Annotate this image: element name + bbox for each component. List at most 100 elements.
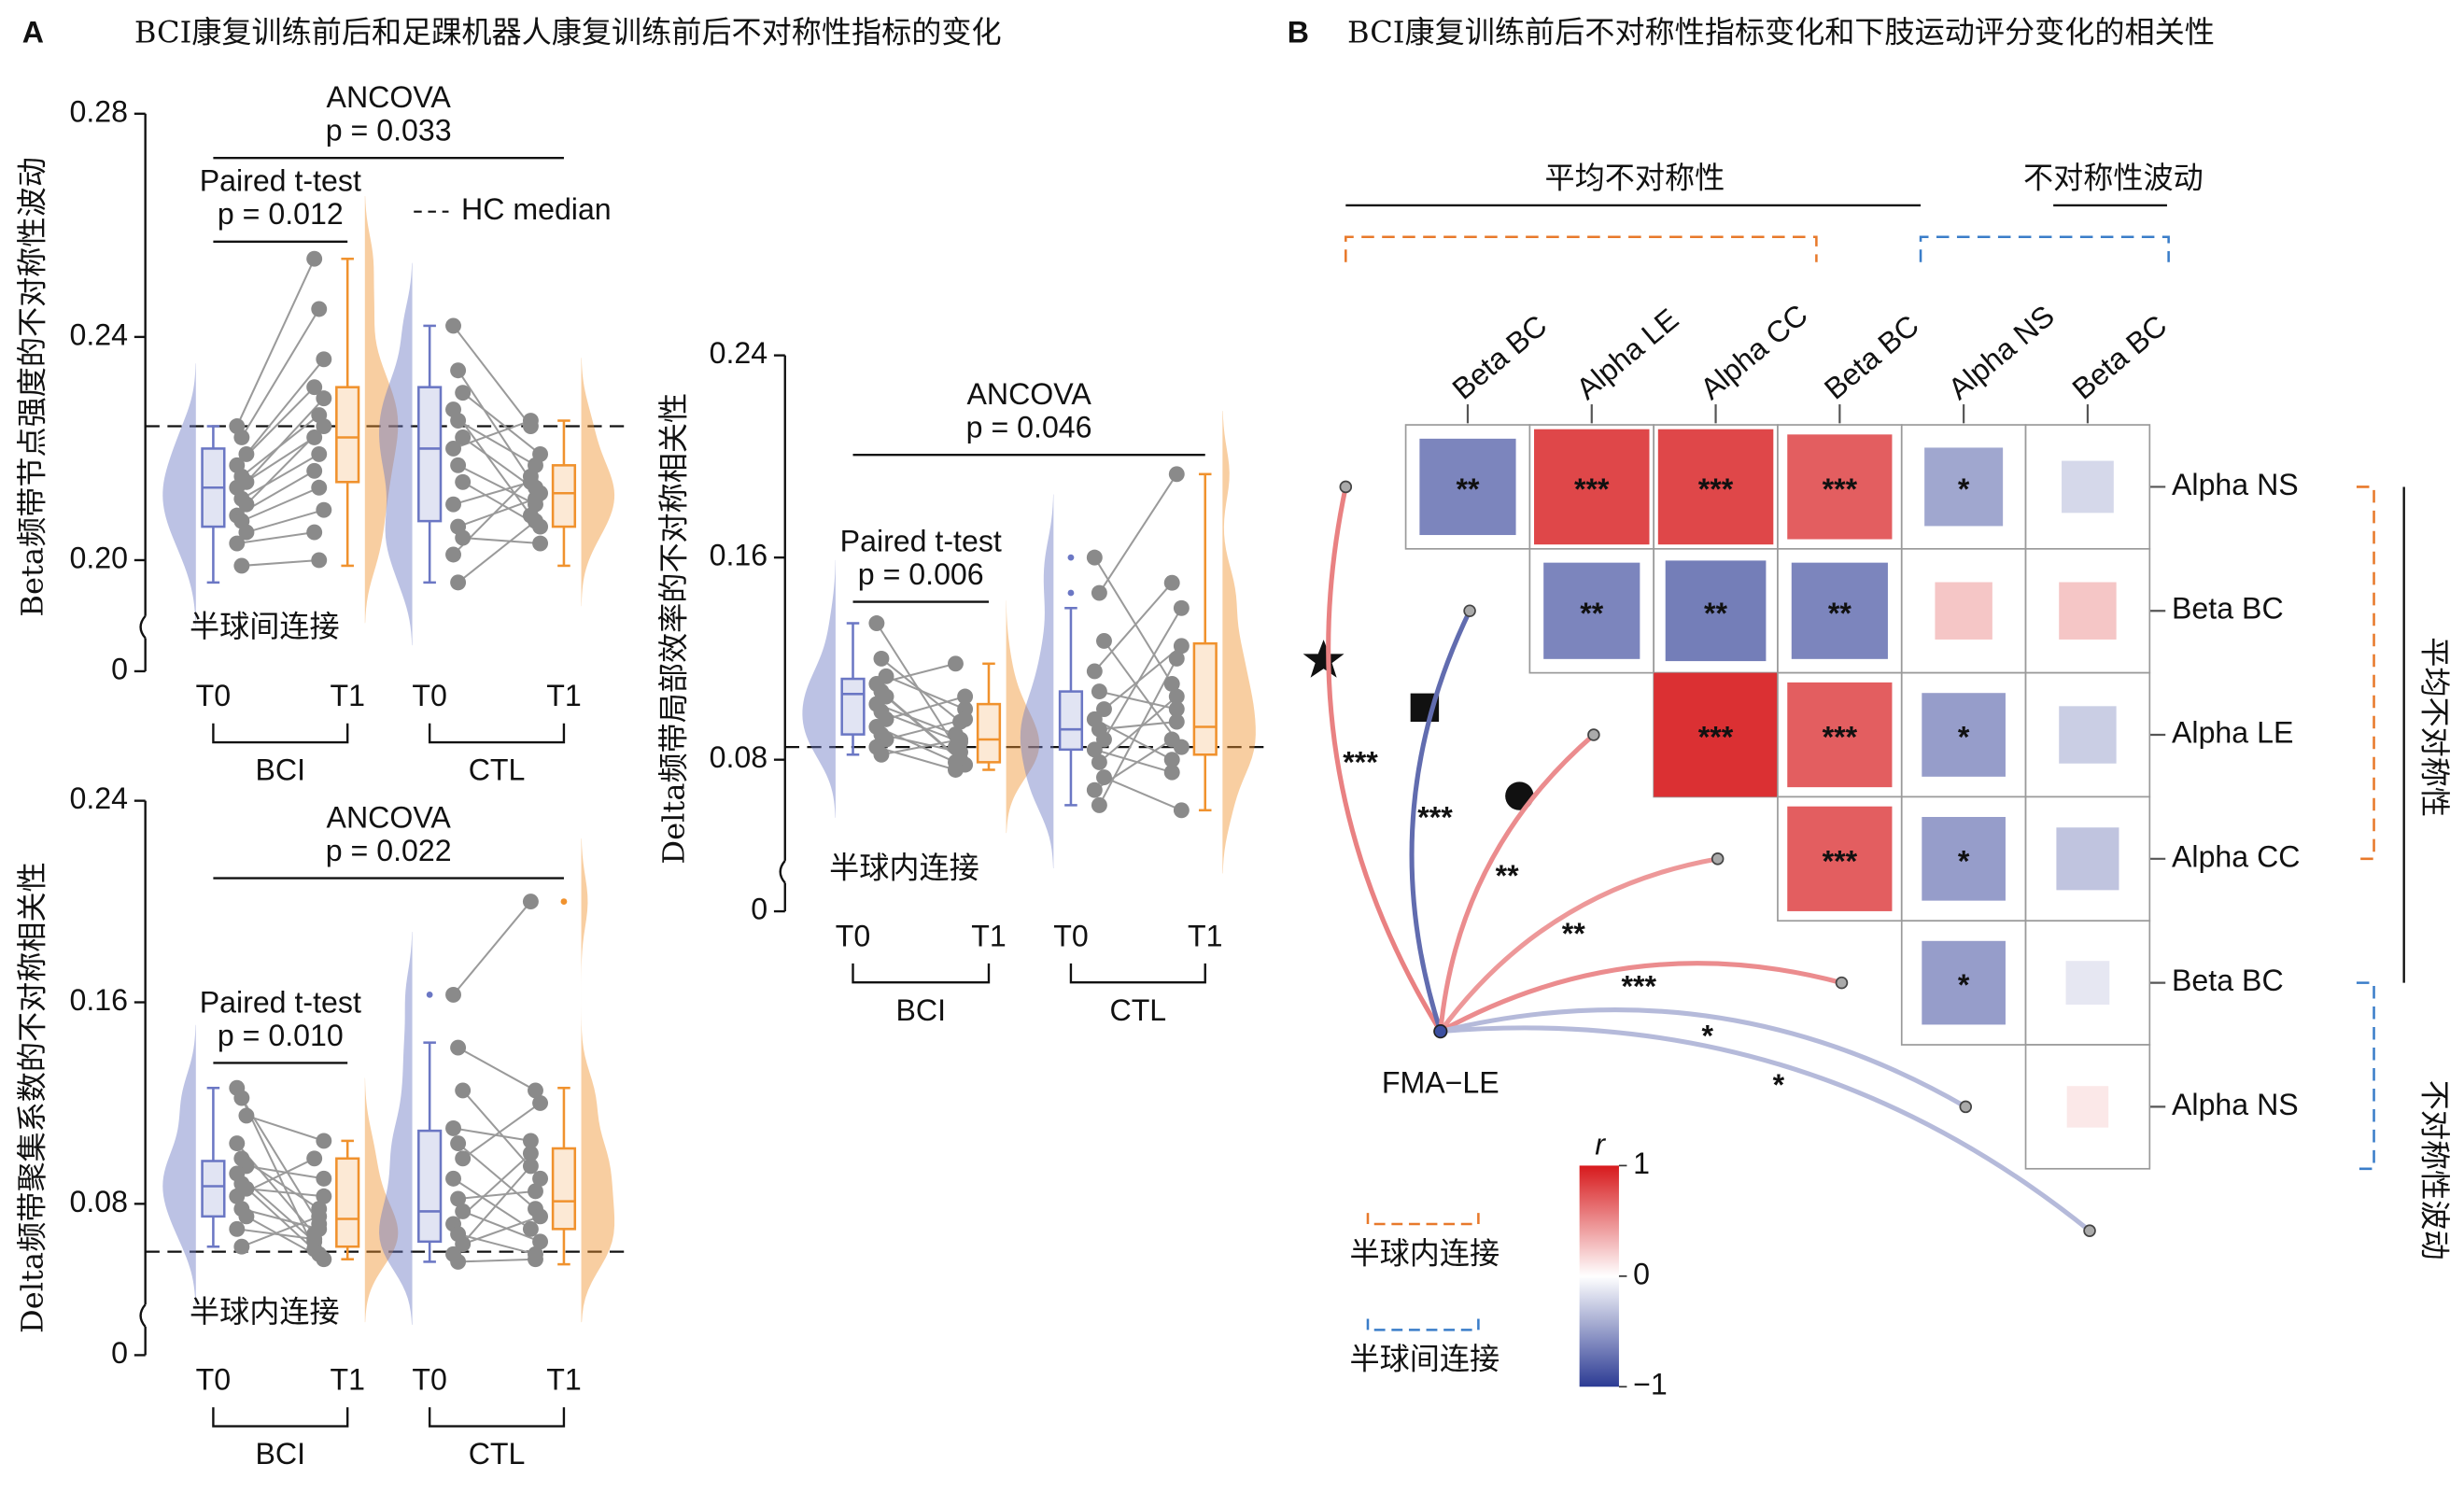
point	[528, 1251, 543, 1268]
paired-line	[246, 397, 325, 483]
test-name: ANCOVA	[327, 80, 452, 114]
point	[306, 250, 323, 267]
arc-label: ***	[1622, 970, 1657, 1004]
point	[233, 1090, 250, 1106]
p-value: p = 0.046	[966, 411, 1092, 444]
significance-label: *	[1958, 968, 1970, 1002]
point	[1086, 741, 1103, 758]
point	[1163, 764, 1180, 781]
point	[316, 390, 332, 407]
arc-label: **	[1562, 917, 1586, 950]
point	[238, 496, 255, 513]
paired-line	[246, 1114, 325, 1142]
significance-label: *	[1958, 844, 1970, 878]
paired-line	[246, 509, 325, 534]
group-bracket	[852, 963, 991, 984]
arc-end	[1835, 976, 1849, 990]
point	[450, 574, 467, 591]
significance-label: *	[1958, 472, 1970, 506]
box	[840, 677, 866, 736]
point	[445, 440, 461, 457]
point	[233, 429, 250, 445]
point	[532, 1094, 549, 1111]
star-marker	[1302, 640, 1345, 678]
point	[229, 1188, 246, 1204]
paired-line	[1093, 556, 1174, 685]
row-label: Alpha NS	[2172, 468, 2299, 501]
box-fill	[418, 387, 441, 522]
correlation-square	[1922, 693, 2006, 777]
point	[1091, 683, 1107, 700]
colorbar-tick-label: 1	[1633, 1147, 1650, 1180]
correlation-arc	[1438, 856, 1719, 1034]
row-label: Beta BC	[2172, 592, 2284, 626]
correlation-square	[1419, 438, 1516, 536]
point	[311, 479, 328, 496]
point	[306, 1231, 323, 1247]
group-label: CTL	[1109, 993, 1166, 1027]
paired-line	[458, 419, 537, 467]
group-bracket	[1069, 963, 1206, 984]
group-bracket	[1345, 235, 1818, 262]
paired-line	[457, 370, 537, 488]
point	[528, 513, 543, 529]
point	[1086, 549, 1103, 566]
test-name: Paired t-test	[200, 985, 361, 1019]
significance-label: ***	[1823, 472, 1858, 506]
y-tick-label: 0	[111, 652, 128, 685]
arc-label: **	[1496, 859, 1520, 893]
correlation-square	[2059, 582, 2117, 640]
box	[417, 1129, 443, 1244]
point	[522, 1220, 539, 1237]
point	[532, 535, 549, 552]
box-fill	[336, 387, 359, 483]
point	[522, 468, 539, 485]
point	[229, 1220, 246, 1237]
p-value: p = 0.010	[218, 1019, 344, 1052]
x-tick-label: T0	[836, 919, 871, 952]
point	[1168, 701, 1185, 717]
point	[957, 711, 974, 727]
group-label: BCI	[256, 753, 306, 787]
group-header: 不对称性波动	[2023, 160, 2204, 195]
violin	[379, 262, 413, 646]
test-name: ANCOVA	[327, 800, 452, 834]
arc-label: *	[1773, 1068, 1785, 1102]
violin	[802, 559, 836, 818]
point	[229, 535, 246, 552]
paired-line	[452, 408, 532, 516]
point	[873, 650, 890, 667]
point	[306, 1150, 323, 1167]
correlation-arc	[1409, 610, 1472, 1033]
box-fill	[1193, 643, 1217, 755]
point	[316, 1133, 332, 1149]
fma-label: FMA−LE	[1382, 1066, 1500, 1100]
box-fill	[202, 1161, 225, 1217]
box-fill	[1060, 691, 1082, 750]
column-label: Alpha LE	[1570, 302, 1684, 405]
x-tick-label: T0	[412, 1363, 447, 1397]
box-fill	[553, 1147, 575, 1230]
correlation-square	[1922, 940, 2006, 1025]
point	[306, 429, 323, 445]
box-fill	[553, 465, 575, 528]
point	[311, 552, 328, 569]
point	[522, 894, 539, 910]
panel-title: BCI康复训练前后和足踝机器人康复训练前后不对称性指标的变化	[134, 15, 1002, 50]
point	[532, 1233, 549, 1250]
x-tick-label: T1	[971, 919, 1007, 952]
paired-line	[236, 531, 315, 545]
x-tick-label: T0	[1053, 919, 1089, 952]
arc-label: ***	[1343, 746, 1378, 780]
axis-break	[139, 614, 147, 640]
paired-line	[462, 1102, 542, 1160]
significance-label: ***	[1698, 472, 1734, 506]
x-tick-label: T0	[412, 679, 447, 712]
paired-line	[1099, 721, 1177, 731]
colorbar-tick-label: −1	[1633, 1368, 1668, 1401]
violin	[1020, 494, 1054, 869]
p-value: p = 0.012	[218, 197, 344, 231]
x-tick-label: T1	[1188, 919, 1223, 952]
paired-line	[457, 1142, 537, 1210]
paired-line	[462, 1215, 541, 1246]
